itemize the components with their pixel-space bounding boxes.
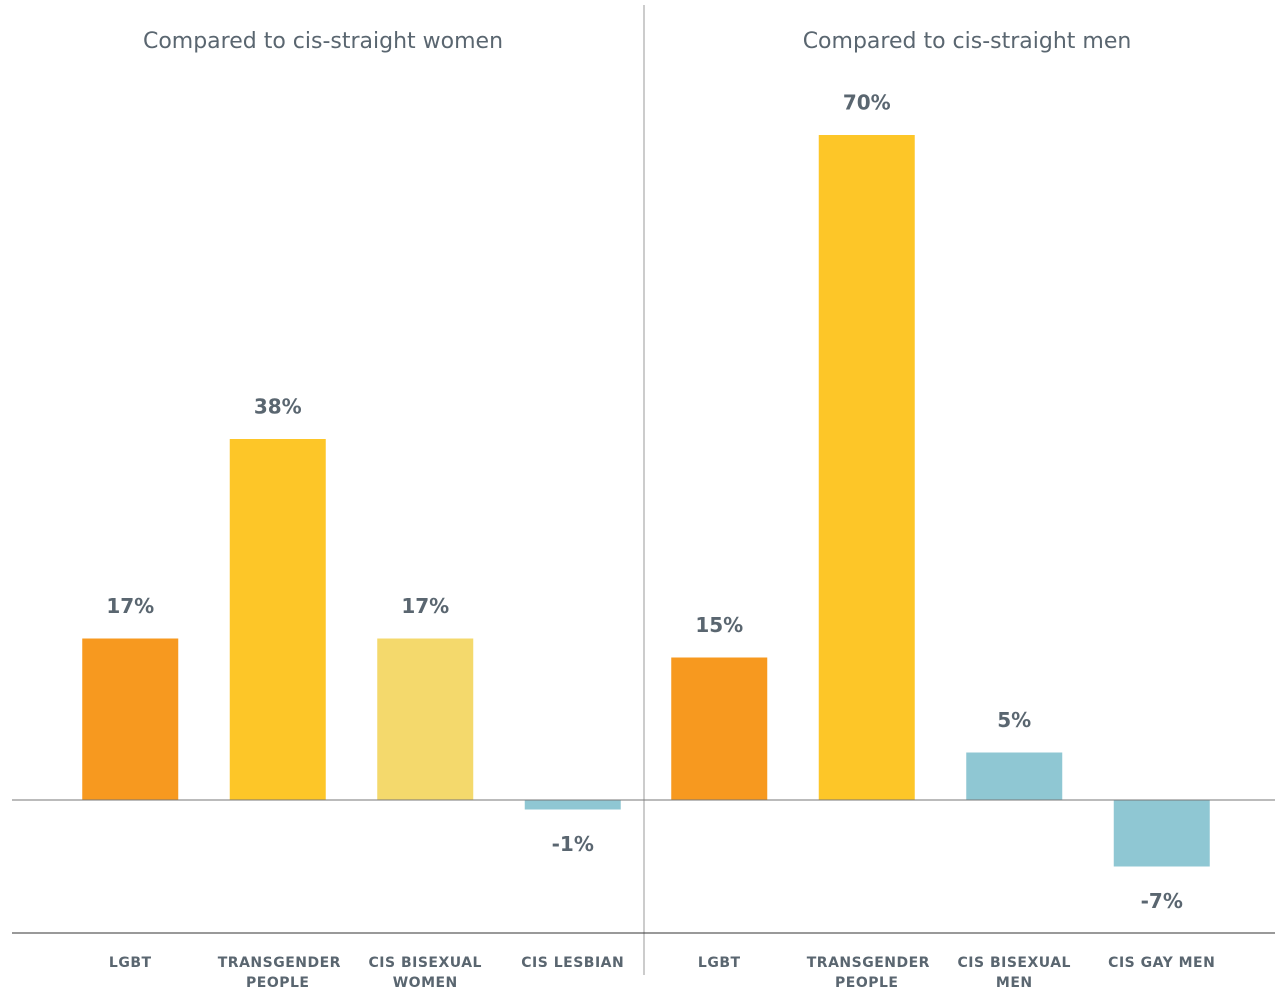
bar — [524, 800, 621, 810]
category-label: LGBT — [697, 955, 741, 971]
bar — [818, 135, 915, 800]
value-label: 5% — [997, 708, 1031, 732]
category-label: CIS GAY MEN — [1108, 955, 1216, 971]
value-label: -1% — [552, 832, 594, 856]
value-label: 17% — [106, 594, 154, 618]
category-label: LGBT — [108, 955, 152, 971]
bar — [671, 657, 768, 800]
category-label: CIS LESBIAN — [521, 955, 625, 971]
panel-title: Compared to cis-straight women — [143, 29, 503, 54]
value-label: 38% — [254, 395, 302, 419]
category-label: TRANSGENDER PEOPLE — [217, 955, 341, 991]
value-label: 70% — [843, 91, 891, 115]
panel-title: Compared to cis-straight men — [803, 29, 1132, 54]
bar — [1113, 800, 1210, 867]
value-label: 15% — [695, 613, 743, 637]
value-label: -7% — [1141, 889, 1183, 913]
category-label: TRANSGENDER PEOPLE — [806, 955, 930, 991]
bar — [966, 752, 1063, 800]
bar — [82, 638, 179, 800]
category-label: CIS BISEXUAL WOMEN — [368, 955, 482, 991]
category-label: CIS BISEXUAL MEN — [957, 955, 1071, 991]
bar — [377, 638, 474, 800]
bar — [229, 439, 326, 800]
value-label: 17% — [401, 594, 449, 618]
